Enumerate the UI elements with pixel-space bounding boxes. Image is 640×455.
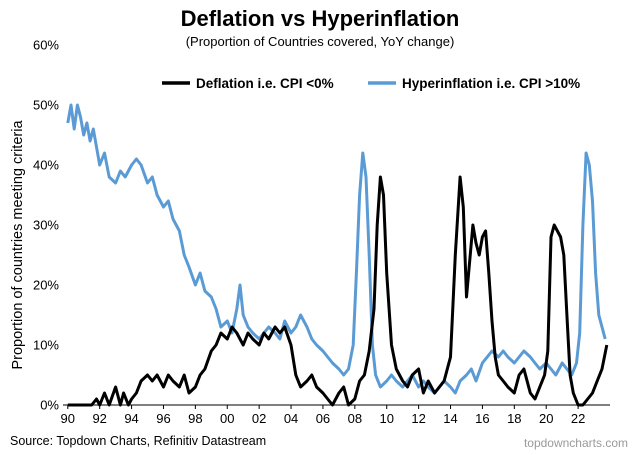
x-tick-label: 08 [348,411,362,426]
x-tick-label: 00 [220,411,234,426]
x-tick-label: 02 [252,411,266,426]
x-tick-label: 14 [443,411,457,426]
y-tick-label: 0% [40,398,59,413]
series-line-hyperinflation [66,103,607,395]
x-axis: 90 92 94 96 98 00 02 04 06 08 10 12 14 16 18 20 22 [61,404,610,426]
x-tick-label: 06 [316,411,330,426]
x-tick-label: 96 [156,411,170,426]
y-tick-label: 10% [33,338,59,353]
chart-title: Deflation vs Hyperinflation [180,6,460,31]
x-tick-label: 22 [571,411,585,426]
watermark: topdowncharts.com [523,436,628,450]
x-tick-label: 04 [284,411,298,426]
y-tick-label: 20% [33,278,59,293]
legend-label-hyperinflation: Hyperinflation i.e. CPI >10% [402,76,580,91]
source-note: Source: Topdown Charts, Refinitiv Datast… [10,434,267,448]
legend-label-deflation: Deflation i.e. CPI <0% [196,76,334,91]
plot-area [66,103,609,407]
y-tick-label: 60% [33,38,59,53]
series-line-deflation [67,175,609,407]
x-tick-label: 90 [61,411,75,426]
x-tick-label: 98 [188,411,202,426]
y-axis: 0% 10% 20% 30% 40% 50% 60% [33,38,59,413]
x-tick-label: 94 [124,411,138,426]
x-tick-label: 92 [92,411,106,426]
x-tick-label: 20 [539,411,553,426]
x-tick-label: 12 [411,411,425,426]
y-tick-label: 30% [33,218,59,233]
x-tick-label: 16 [475,411,489,426]
y-axis-label: Proportion of countries meeting criteria [10,120,26,370]
y-tick-label: 40% [33,158,59,173]
legend: Deflation i.e. CPI <0% Hyperinflation i.e… [162,76,580,91]
y-tick-label: 50% [33,98,59,113]
x-tick-label: 18 [507,411,521,426]
x-tick-label: 10 [380,411,394,426]
chart-subtitle: (Proportion of Countries covered, YoY ch… [185,34,455,49]
